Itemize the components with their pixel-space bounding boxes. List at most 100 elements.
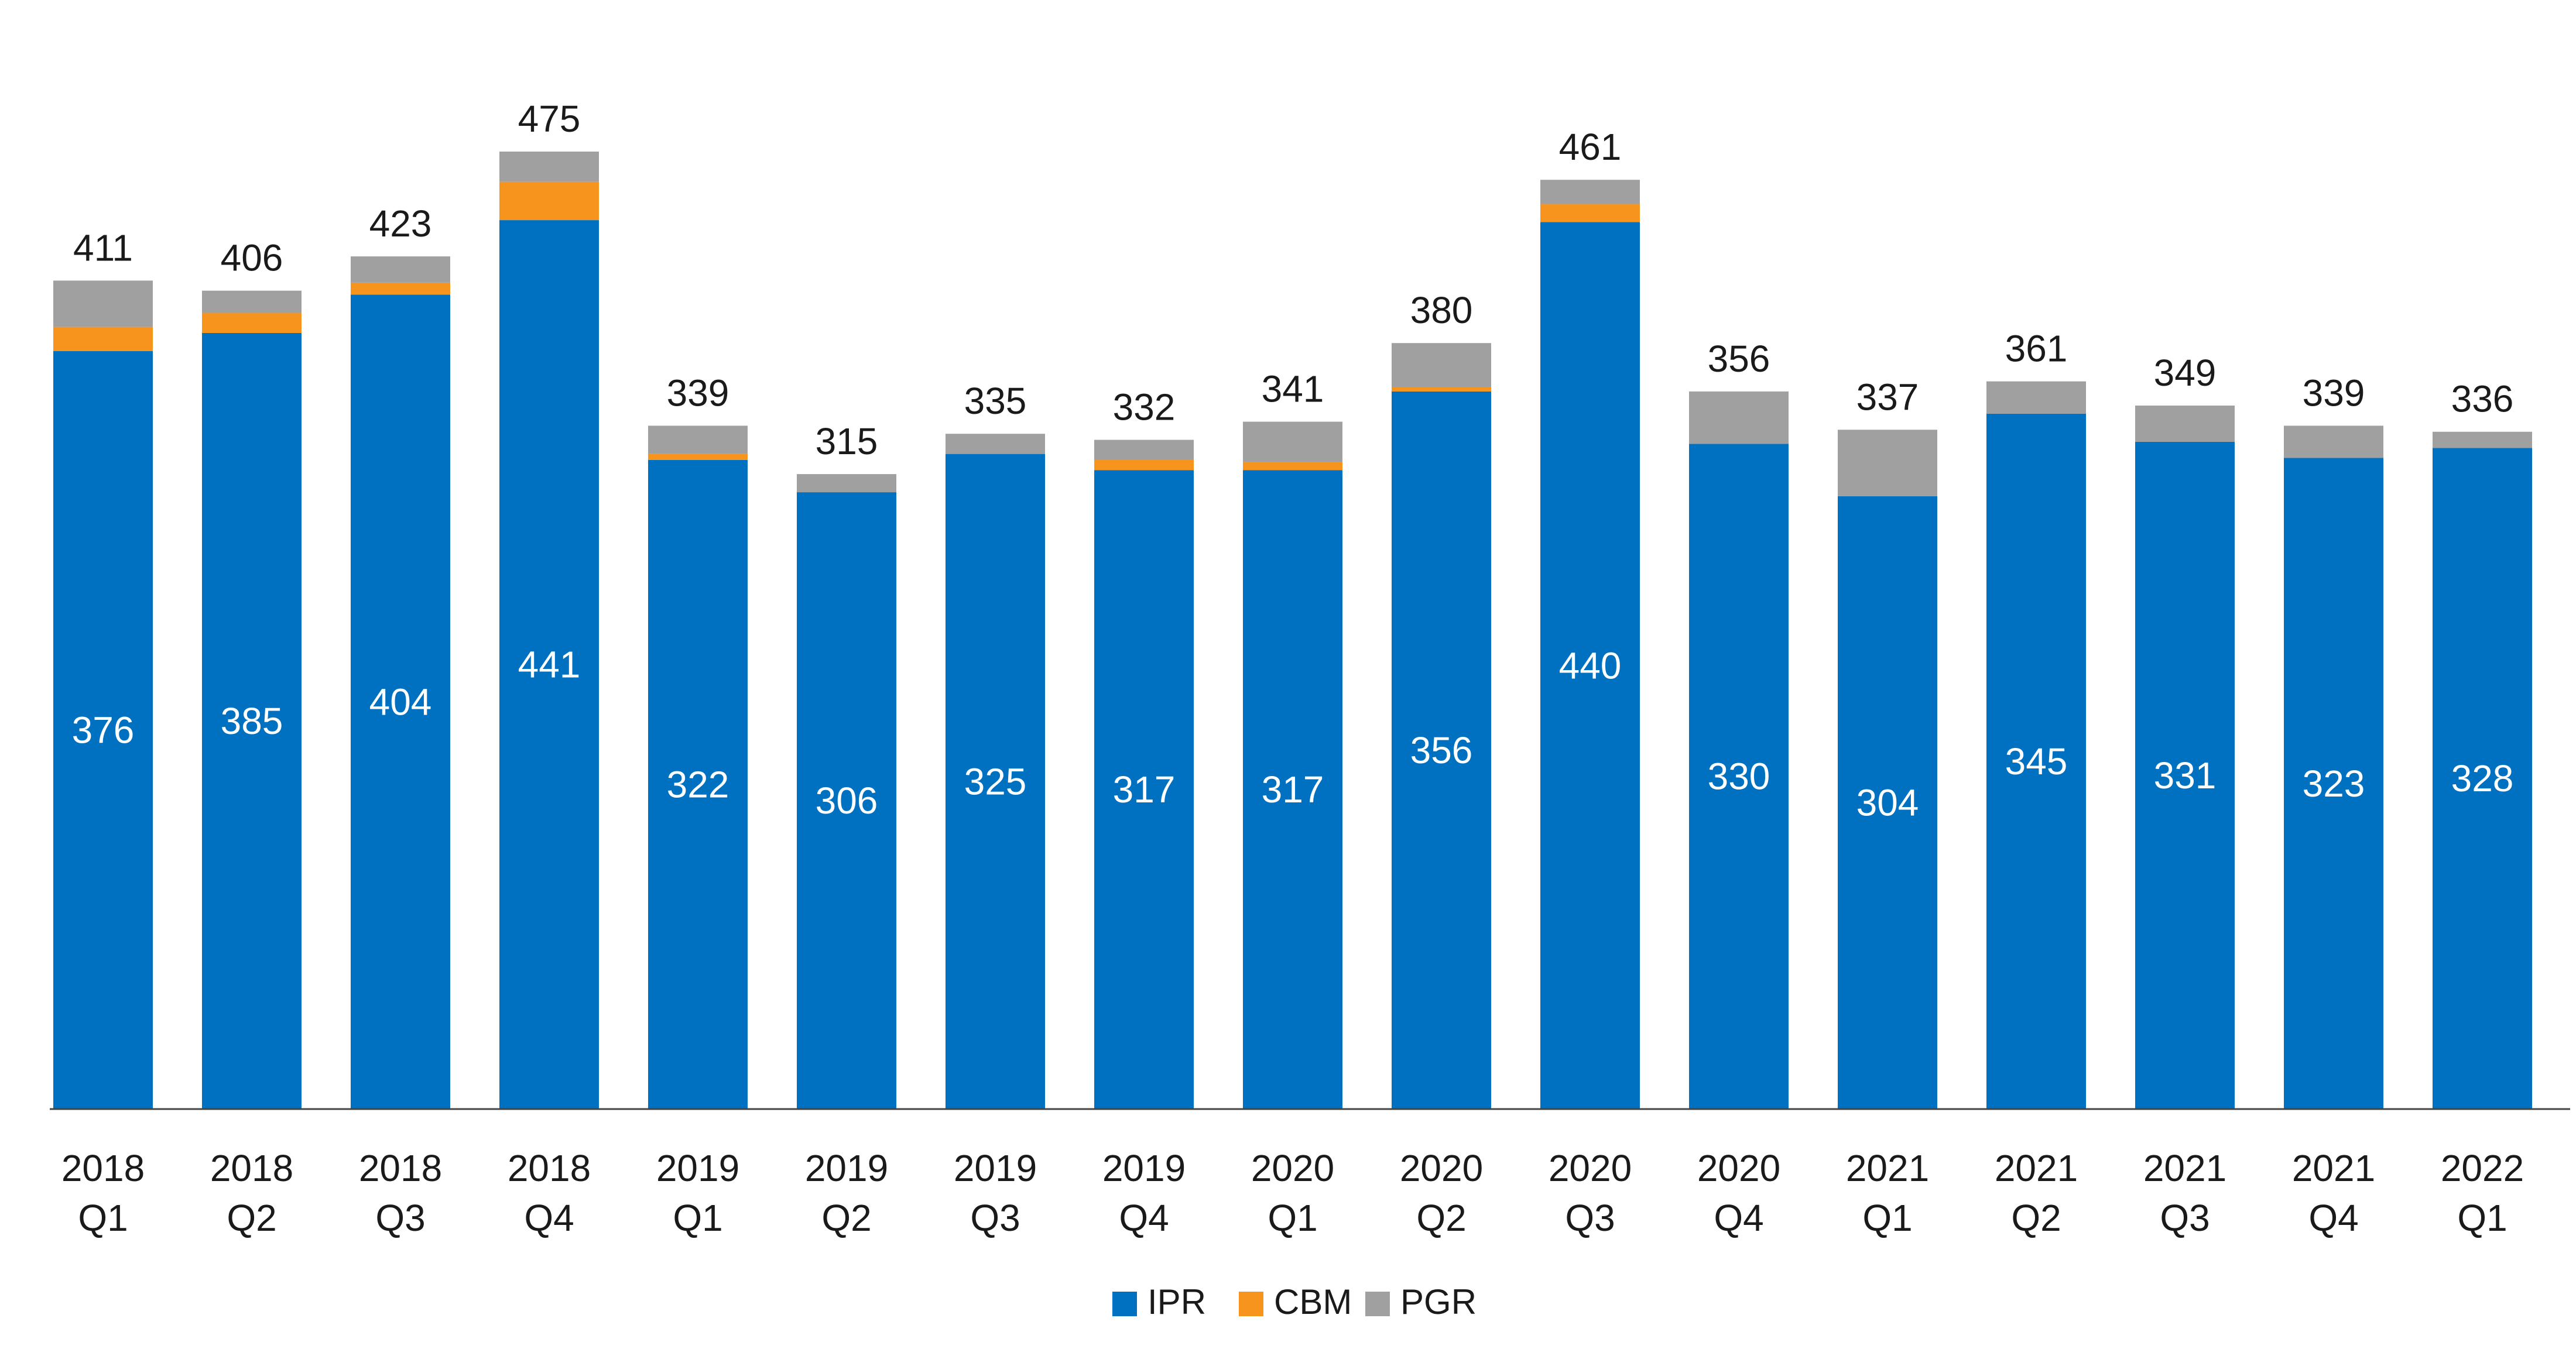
x-tick-labels: 2018Q12018Q22018Q32018Q42019Q12019Q22019…	[61, 1147, 2524, 1239]
total-value-label: 336	[2451, 378, 2514, 420]
total-value-label: 361	[2005, 328, 2068, 370]
ipr-value-label: 317	[1262, 768, 1324, 811]
legend-label-cbm: CBM	[1274, 1282, 1352, 1321]
ipr-value-label: 404	[369, 681, 432, 723]
bar-segment-pgr	[53, 280, 153, 327]
x-tick-quarter: Q3	[970, 1197, 1020, 1239]
x-tick-quarter: Q2	[2011, 1197, 2061, 1239]
ipr-value-label: 356	[1410, 729, 1473, 771]
total-value-label: 406	[221, 237, 283, 279]
bar-segment-cbm	[648, 454, 748, 460]
bar-segment-cbm	[1094, 460, 1194, 470]
x-tick-year: 2020	[1400, 1147, 1483, 1189]
ipr-value-label: 317	[1113, 768, 1176, 811]
bar-segment-pgr	[2135, 406, 2235, 442]
x-tick-year: 2020	[1251, 1147, 1334, 1189]
x-tick-year: 2022	[2441, 1147, 2524, 1189]
x-tick-quarter: Q4	[2308, 1197, 2358, 1239]
total-value-label: 461	[1559, 126, 1622, 168]
bar-segment-pgr	[648, 425, 748, 454]
x-tick-year: 2020	[1549, 1147, 1632, 1189]
bar-segment-pgr	[1986, 382, 2086, 414]
x-tick-year: 2021	[1995, 1147, 2078, 1189]
x-tick-quarter: Q1	[1268, 1197, 1317, 1239]
total-value-label: 339	[2303, 372, 2365, 414]
x-tick-quarter: Q2	[227, 1197, 276, 1239]
bar-segment-cbm	[53, 327, 153, 351]
x-tick-year: 2019	[656, 1147, 739, 1189]
bar-segment-pgr	[1838, 430, 1937, 496]
bar-segment-pgr	[2284, 425, 2383, 458]
ipr-value-label: 385	[221, 700, 283, 742]
x-tick-year: 2019	[1102, 1147, 1186, 1189]
legend-swatch-ipr	[1112, 1292, 1137, 1316]
total-value-label: 411	[73, 226, 133, 269]
bar-segment-cbm	[1243, 462, 1342, 470]
x-tick-quarter: Q3	[375, 1197, 425, 1239]
total-value-label: 332	[1113, 386, 1176, 428]
total-value-label: 315	[816, 420, 878, 462]
ipr-value-label: 325	[964, 760, 1027, 802]
x-tick-quarter: Q4	[1119, 1197, 1169, 1239]
bar-segment-pgr	[202, 291, 302, 313]
x-tick-quarter: Q2	[821, 1197, 871, 1239]
bar-segment-pgr	[946, 434, 1045, 454]
total-value-label: 339	[667, 372, 729, 414]
ipr-value-label: 323	[2303, 763, 2365, 805]
bar-segment-pgr	[797, 474, 896, 492]
x-tick-quarter: Q1	[2457, 1197, 2507, 1239]
x-tick-quarter: Q4	[524, 1197, 574, 1239]
ipr-value-label: 304	[1856, 781, 1919, 823]
bar-segment-cbm	[351, 283, 450, 295]
ipr-value-label: 376	[72, 709, 135, 751]
bars-group	[53, 152, 2532, 1109]
x-tick-year: 2021	[2143, 1147, 2226, 1189]
total-value-label: 341	[1262, 368, 1324, 410]
x-tick-quarter: Q3	[1565, 1197, 1615, 1239]
x-tick-quarter: Q4	[1714, 1197, 1763, 1239]
total-value-label: 380	[1410, 289, 1473, 331]
legend-label-ipr: IPR	[1147, 1282, 1206, 1321]
legend-swatch-cbm	[1239, 1292, 1263, 1316]
bar-segment-pgr	[1540, 180, 1640, 204]
x-tick-quarter: Q3	[2160, 1197, 2210, 1239]
ipr-value-label: 306	[816, 780, 878, 822]
x-tick-year: 2019	[805, 1147, 888, 1189]
bar-segment-cbm	[1392, 387, 1491, 392]
bar-segment-cbm	[499, 182, 599, 220]
ipr-value-label: 441	[518, 644, 581, 686]
total-value-label: 423	[369, 202, 432, 245]
x-tick-quarter: Q2	[1416, 1197, 1466, 1239]
ipr-value-label: 345	[2005, 740, 2068, 782]
x-tick-year: 2020	[1697, 1147, 1780, 1189]
x-tick-year: 2018	[508, 1147, 591, 1189]
ipr-value-label: 440	[1559, 644, 1622, 686]
legend-label-pgr: PGR	[1400, 1282, 1477, 1321]
bar-segment-pgr	[2433, 432, 2532, 448]
ipr-value-label: 328	[2451, 757, 2514, 799]
bar-segment-pgr	[1243, 422, 1342, 462]
total-value-label: 335	[964, 380, 1027, 422]
x-tick-quarter: Q1	[673, 1197, 722, 1239]
legend-swatch-pgr	[1365, 1292, 1390, 1316]
bar-segment-cbm	[1540, 204, 1640, 222]
total-value-label: 349	[2154, 352, 2217, 394]
ipr-value-label: 322	[667, 763, 729, 805]
x-tick-year: 2019	[954, 1147, 1037, 1189]
bar-segment-pgr	[1392, 343, 1491, 387]
bar-segment-pgr	[1689, 392, 1789, 444]
x-tick-year: 2021	[1846, 1147, 1929, 1189]
ipr-value-label: 330	[1708, 756, 1770, 798]
legend: IPR CBM PGR	[1112, 1282, 1477, 1321]
bar-segment-cbm	[202, 313, 302, 333]
x-tick-quarter: Q1	[78, 1197, 128, 1239]
ipr-value-label: 331	[2154, 754, 2217, 797]
x-tick-year: 2018	[210, 1147, 293, 1189]
bar-segment-pgr	[1094, 440, 1194, 460]
x-tick-year: 2018	[61, 1147, 145, 1189]
total-value-label: 337	[1856, 376, 1919, 418]
total-value-label: 356	[1708, 338, 1770, 380]
bar-segment-pgr	[499, 152, 599, 182]
total-value-label: 475	[518, 98, 581, 140]
